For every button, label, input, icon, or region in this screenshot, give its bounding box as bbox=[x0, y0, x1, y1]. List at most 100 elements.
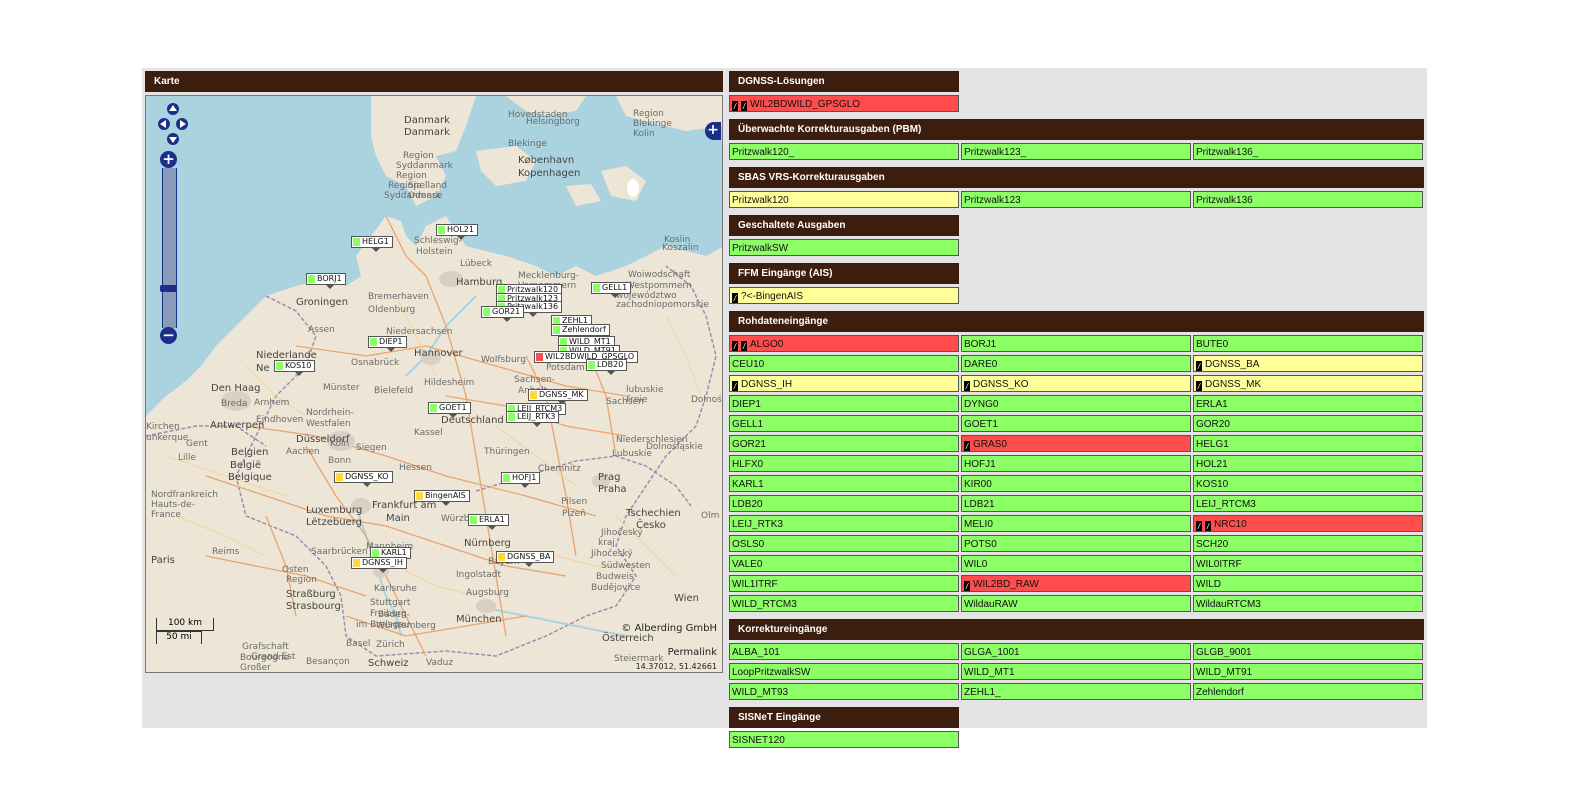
station-marker[interactable]: HOFJ1 bbox=[501, 472, 541, 488]
station-marker[interactable]: KOS10 bbox=[274, 360, 316, 376]
stream-status-cell[interactable]: / DGNSS_MK bbox=[1193, 375, 1423, 392]
marker-pointer bbox=[488, 526, 497, 530]
marker-pointer bbox=[387, 348, 396, 352]
stream-status-cell[interactable]: BORJ1 bbox=[961, 335, 1191, 352]
stream-status-cell[interactable]: VALE0 bbox=[729, 555, 959, 572]
map-place-label: Potsdam bbox=[546, 363, 585, 373]
stream-status-cell[interactable]: KARL1 bbox=[729, 475, 959, 492]
stream-status-cell[interactable]: Pritzwalk136 bbox=[1193, 191, 1423, 208]
stream-status-cell[interactable]: MELI0 bbox=[961, 515, 1191, 532]
stream-status-cell[interactable]: OSLS0 bbox=[729, 535, 959, 552]
stream-status-cell[interactable]: WIL0ITRF bbox=[1193, 555, 1423, 572]
zoom-slider-handle[interactable] bbox=[160, 285, 177, 292]
stream-status-cell[interactable]: GLGA_1001 bbox=[961, 643, 1191, 660]
map-place-label: København bbox=[518, 155, 575, 166]
stream-status-cell[interactable]: GLGB_9001 bbox=[1193, 643, 1423, 660]
stream-status-cell[interactable]: WIL1ITRF bbox=[729, 575, 959, 592]
stream-status-cell[interactable]: / ?<-BingenAIS bbox=[729, 287, 959, 304]
station-marker[interactable]: LDB20 bbox=[586, 359, 628, 375]
stream-status-cell[interactable]: LoopPritzwalkSW bbox=[729, 663, 959, 680]
station-marker[interactable]: GELL1 bbox=[591, 282, 632, 298]
layer-switcher-icon[interactable]: + bbox=[705, 122, 721, 140]
station-marker[interactable]: BingenAIS bbox=[414, 490, 470, 506]
map-place-label: Bonn bbox=[328, 456, 352, 466]
stream-status-cell[interactable]: HOFJ1 bbox=[961, 455, 1191, 472]
stream-status-cell[interactable]: Pritzwalk123_ bbox=[961, 143, 1191, 160]
station-marker[interactable]: HOL21 bbox=[436, 224, 478, 240]
zoom-in-icon[interactable]: + bbox=[160, 151, 177, 168]
stream-status-cell[interactable]: / / ALGO0 bbox=[729, 335, 959, 352]
stream-status-cell[interactable]: WildauRAW bbox=[961, 595, 1191, 612]
stream-status-cell[interactable]: / GRAS0 bbox=[961, 435, 1191, 452]
stream-status-cell[interactable]: KOS10 bbox=[1193, 475, 1423, 492]
map-place-label: Breda bbox=[221, 399, 248, 409]
station-marker[interactable]: GOR21 bbox=[481, 306, 525, 322]
station-marker[interactable]: Zehlendorf bbox=[551, 324, 610, 340]
stream-status-cell[interactable]: POTS0 bbox=[961, 535, 1191, 552]
stream-status-cell[interactable]: WIL0 bbox=[961, 555, 1191, 572]
station-marker[interactable]: DGNSS_KO bbox=[334, 471, 393, 487]
stream-status-cell[interactable]: / DGNSS_IH bbox=[729, 375, 959, 392]
map-view[interactable]: Danmark Danmark Helsingborg Region Syddanmar… bbox=[145, 95, 723, 673]
stream-status-cell[interactable]: Pritzwalk136_ bbox=[1193, 143, 1423, 160]
stream-status-cell[interactable]: WILD_RTCM3 bbox=[729, 595, 959, 612]
stream-status-cell[interactable]: HELG1 bbox=[1193, 435, 1423, 452]
permalink-link[interactable]: Permalink bbox=[667, 647, 717, 658]
stream-status-cell[interactable]: SCH20 bbox=[1193, 535, 1423, 552]
stream-status-cell[interactable]: Pritzwalk123 bbox=[961, 191, 1191, 208]
stream-status-cell[interactable]: GOR21 bbox=[729, 435, 959, 452]
stream-status-cell[interactable]: DIEP1 bbox=[729, 395, 959, 412]
stream-status-cell[interactable]: / / NRC10 bbox=[1193, 515, 1423, 532]
station-marker[interactable]: DIEP1 bbox=[368, 336, 407, 352]
station-marker[interactable]: ERLA1 bbox=[468, 514, 509, 530]
station-marker[interactable]: LEIJ_RTK3 bbox=[506, 411, 560, 427]
stream-name: LoopPritzwalkSW bbox=[732, 667, 811, 678]
stream-status-cell[interactable]: Pritzwalk120_ bbox=[729, 143, 959, 160]
stream-status-cell[interactable]: / DGNSS_BA bbox=[1193, 355, 1423, 372]
station-marker[interactable]: HELG1 bbox=[351, 236, 393, 252]
map-place-label: Osnabrück bbox=[351, 358, 400, 368]
zoom-bar[interactable] bbox=[162, 168, 177, 328]
stream-name: WILD_MT1 bbox=[964, 667, 1015, 678]
zoom-out-icon[interactable]: − bbox=[160, 327, 177, 344]
stream-status-cell[interactable]: WILD_MT1 bbox=[961, 663, 1191, 680]
stream-status-cell[interactable]: WILD_MT93 bbox=[729, 683, 959, 700]
station-marker[interactable]: DGNSS_IH bbox=[351, 557, 407, 573]
stream-status-cell[interactable]: SISNET120 bbox=[729, 731, 959, 748]
stream-status-cell[interactable]: WILD_MT91 bbox=[1193, 663, 1423, 680]
stream-status-cell[interactable]: CEU10 bbox=[729, 355, 959, 372]
stream-status-cell[interactable]: GOR20 bbox=[1193, 415, 1423, 432]
stream-status-cell[interactable]: / / WIL2BDWILD_GPSGLO bbox=[729, 95, 959, 112]
stream-status-cell[interactable]: HLFX0 bbox=[729, 455, 959, 472]
map-place-label: Hessen bbox=[399, 463, 432, 473]
stream-status-cell[interactable]: KIR00 bbox=[961, 475, 1191, 492]
map-place-label: Den Haag bbox=[211, 383, 261, 394]
stream-status-cell[interactable]: ZEHL1_ bbox=[961, 683, 1191, 700]
map-place-label: Niedersachsen bbox=[386, 327, 453, 337]
stream-status-cell[interactable]: LDB21 bbox=[961, 495, 1191, 512]
pan-arrows-icon[interactable] bbox=[158, 101, 188, 151]
stream-status-cell[interactable]: GOET1 bbox=[961, 415, 1191, 432]
stream-status-cell[interactable]: BUTE0 bbox=[1193, 335, 1423, 352]
station-marker[interactable]: DGNSS_BA bbox=[496, 551, 555, 567]
stream-status-cell[interactable]: GELL1 bbox=[729, 415, 959, 432]
stream-status-cell[interactable]: WILD bbox=[1193, 575, 1423, 592]
stream-status-cell[interactable]: PritzwalkSW bbox=[729, 239, 959, 256]
stream-status-cell[interactable]: Zehlendorf bbox=[1193, 683, 1423, 700]
stream-status-cell[interactable]: ALBA_101 bbox=[729, 643, 959, 660]
station-marker[interactable]: DGNSS_MK bbox=[528, 389, 588, 405]
stream-status-cell[interactable]: LEIJ_RTCM3 bbox=[1193, 495, 1423, 512]
stream-status-cell[interactable]: HOL21 bbox=[1193, 455, 1423, 472]
stream-status-cell[interactable]: WildauRTCM3 bbox=[1193, 595, 1423, 612]
stream-status-cell[interactable]: DARE0 bbox=[961, 355, 1191, 372]
stream-status-cell[interactable]: / WIL2BD_RAW bbox=[961, 575, 1191, 592]
stream-status-cell[interactable]: ERLA1 bbox=[1193, 395, 1423, 412]
station-marker[interactable]: GOET1 bbox=[428, 402, 471, 418]
stream-status-cell[interactable]: / DGNSS_KO bbox=[961, 375, 1191, 392]
map-place-label: Plzeň bbox=[562, 509, 586, 519]
stream-status-cell[interactable]: LEIJ_RTK3 bbox=[729, 515, 959, 532]
station-marker[interactable]: BORJ1 bbox=[306, 273, 346, 289]
stream-status-cell[interactable]: DYNG0 bbox=[961, 395, 1191, 412]
stream-status-cell[interactable]: LDB20 bbox=[729, 495, 959, 512]
stream-status-cell[interactable]: Pritzwalk120 bbox=[729, 191, 959, 208]
